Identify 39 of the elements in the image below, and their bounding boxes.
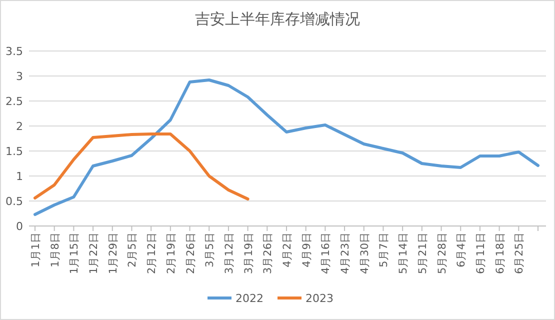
- x-tick-label: 6月25日: [514, 232, 526, 274]
- line-series: [34, 78, 540, 216]
- x-tick-label: 3月5日: [204, 232, 216, 268]
- x-tick-label: 5月21日: [416, 232, 429, 274]
- x-tick-label: 1月22日: [88, 232, 100, 274]
- x-tick-label: 2月19日: [165, 232, 178, 274]
- x-tick-label: 6月4日: [456, 232, 468, 268]
- y-tick-label: 1.5: [6, 145, 23, 158]
- x-tick-label: 6月11日: [474, 232, 487, 274]
- x-tick-label: 4月2日: [282, 232, 294, 268]
- x-tick-label: 4月23日: [340, 232, 352, 274]
- y-tick-label: 2.5: [6, 95, 23, 108]
- legend-label: 2022: [236, 292, 264, 305]
- x-tick-label: 2月5日: [126, 232, 139, 268]
- x-tick-label: 3月12日: [223, 232, 236, 274]
- x-tick-label: 5月14日: [398, 232, 410, 274]
- x-tick-label: 1月15日: [68, 232, 81, 274]
- x-tick-label: 1月1日: [30, 232, 42, 268]
- y-tick-label: 2: [16, 120, 23, 133]
- x-tick-label: 4月16日: [320, 232, 332, 274]
- y-tick-label: 0: [16, 220, 23, 233]
- x-tick-label: 1月29日: [107, 232, 120, 274]
- x-tick-label: 2月12日: [146, 232, 158, 274]
- legend-label: 2023: [306, 292, 334, 305]
- x-tick-label: 4月9日: [300, 232, 313, 268]
- x-tick-label: 6月18日: [494, 232, 506, 274]
- chart-title: 吉安上半年库存增减情况: [195, 10, 360, 28]
- x-tick-label: 3月26日: [262, 232, 274, 274]
- x-tick-label: 1月8日: [49, 232, 62, 268]
- y-tick-label: 3.5: [6, 45, 23, 58]
- y-tick-label: 3: [16, 70, 23, 83]
- x-tick-label: 2月26日: [184, 232, 197, 274]
- y-tick-label: 1: [16, 170, 23, 183]
- y-tick-label: 0.5: [6, 195, 23, 208]
- line-series: [34, 132, 250, 200]
- x-tick-label: 3月19日: [242, 232, 255, 274]
- x-tick-label: 5月7日: [378, 232, 390, 268]
- x-tick-label: 5月28日: [436, 232, 448, 274]
- x-tick-label: 4月30日: [358, 232, 371, 274]
